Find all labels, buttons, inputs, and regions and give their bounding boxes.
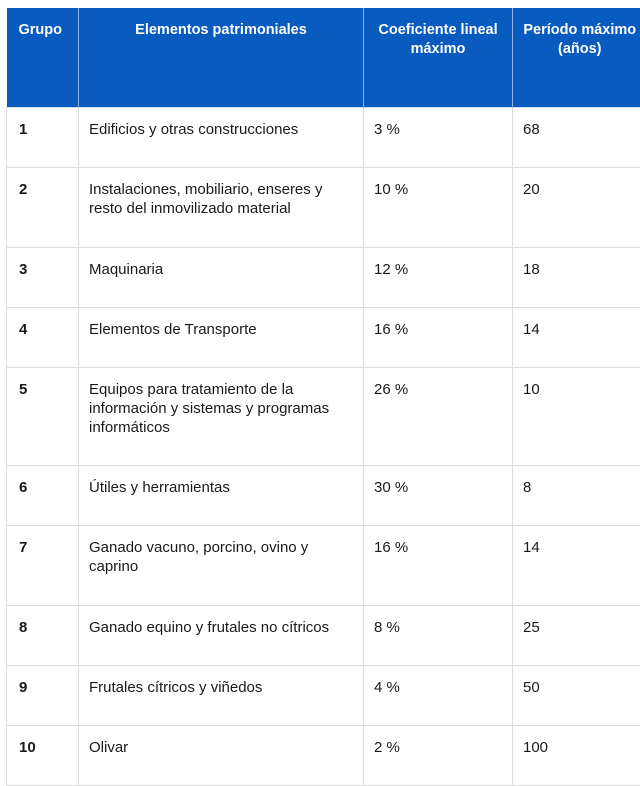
table-row: 3 Maquinaria 12 % 18 [7, 248, 640, 308]
cell-elementos: Elementos de Transporte [79, 308, 364, 368]
cell-elementos: Ganado equino y frutales no cítricos [79, 606, 364, 666]
header-grupo: Grupo [7, 8, 79, 108]
cell-grupo: 6 [7, 466, 79, 526]
cell-elementos: Equipos para tratamiento de la informaci… [79, 368, 364, 466]
cell-periodo: 14 [513, 308, 640, 368]
header-coeficiente: Coeficiente lineal máximo [364, 8, 513, 108]
cell-periodo: 10 [513, 368, 640, 466]
cell-coeficiente: 16 % [364, 308, 513, 368]
cell-grupo: 10 [7, 726, 79, 786]
cell-grupo: 7 [7, 526, 79, 606]
table-row: 2 Instalaciones, mobiliario, enseres y r… [7, 168, 640, 248]
cell-coeficiente: 30 % [364, 466, 513, 526]
table-row: 10 Olivar 2 % 100 [7, 726, 640, 786]
header-row: Grupo Elementos patrimoniales Coeficient… [7, 8, 640, 108]
cell-elementos: Ganado vacuno, porcino, ovino y caprino [79, 526, 364, 606]
cell-coeficiente: 3 % [364, 108, 513, 168]
table-row: 4 Elementos de Transporte 16 % 14 [7, 308, 640, 368]
cell-periodo: 8 [513, 466, 640, 526]
cell-coeficiente: 2 % [364, 726, 513, 786]
cell-elementos: Olivar [79, 726, 364, 786]
cell-grupo: 2 [7, 168, 79, 248]
cell-elementos: Útiles y herramientas [79, 466, 364, 526]
depreciation-table: Grupo Elementos patrimoniales Coeficient… [6, 8, 640, 786]
cell-grupo: 8 [7, 606, 79, 666]
cell-grupo: 1 [7, 108, 79, 168]
cell-elementos: Edificios y otras construcciones [79, 108, 364, 168]
cell-periodo: 25 [513, 606, 640, 666]
cell-coeficiente: 10 % [364, 168, 513, 248]
cell-grupo: 4 [7, 308, 79, 368]
cell-periodo: 68 [513, 108, 640, 168]
table-row: 5 Equipos para tratamiento de la informa… [7, 368, 640, 466]
cell-coeficiente: 8 % [364, 606, 513, 666]
cell-coeficiente: 16 % [364, 526, 513, 606]
table-row: 7 Ganado vacuno, porcino, ovino y caprin… [7, 526, 640, 606]
cell-elementos: Instalaciones, mobiliario, enseres y res… [79, 168, 364, 248]
cell-elementos: Frutales cítricos y viñedos [79, 666, 364, 726]
cell-grupo: 3 [7, 248, 79, 308]
header-elementos: Elementos patrimoniales [79, 8, 364, 108]
cell-coeficiente: 26 % [364, 368, 513, 466]
cell-periodo: 18 [513, 248, 640, 308]
table-row: 8 Ganado equino y frutales no cítricos 8… [7, 606, 640, 666]
cell-periodo: 14 [513, 526, 640, 606]
cell-periodo: 20 [513, 168, 640, 248]
cell-grupo: 5 [7, 368, 79, 466]
cell-grupo: 9 [7, 666, 79, 726]
table-row: 1 Edificios y otras construcciones 3 % 6… [7, 108, 640, 168]
table-row: 9 Frutales cítricos y viñedos 4 % 50 [7, 666, 640, 726]
cell-elementos: Maquinaria [79, 248, 364, 308]
cell-periodo: 100 [513, 726, 640, 786]
cell-coeficiente: 4 % [364, 666, 513, 726]
header-periodo: Período máximo (años) [513, 8, 640, 108]
cell-coeficiente: 12 % [364, 248, 513, 308]
table-row: 6 Útiles y herramientas 30 % 8 [7, 466, 640, 526]
cell-periodo: 50 [513, 666, 640, 726]
